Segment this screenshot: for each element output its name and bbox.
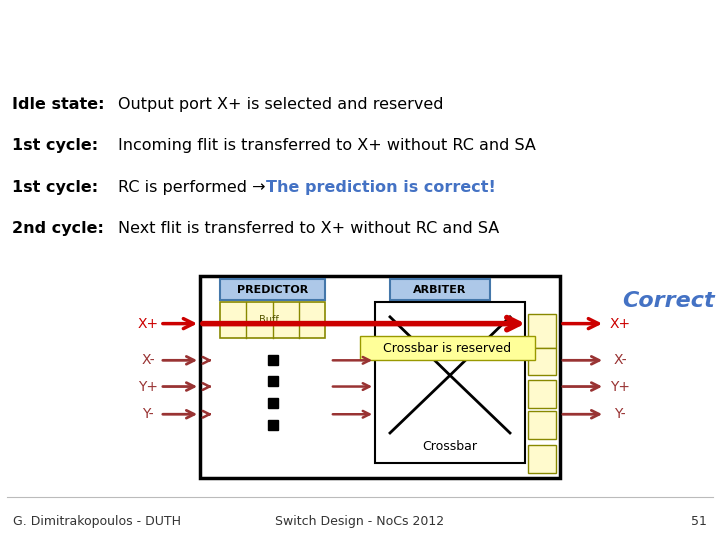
Text: 2nd cycle:: 2nd cycle: bbox=[12, 221, 104, 237]
Bar bbox=[390, 279, 490, 300]
Text: Y+: Y+ bbox=[610, 380, 630, 394]
Text: X-: X- bbox=[613, 353, 627, 367]
Text: G. Dimitrakopoulos - DUTH: G. Dimitrakopoulos - DUTH bbox=[13, 515, 181, 528]
Text: ARBITER: ARBITER bbox=[413, 285, 467, 295]
Text: Y-: Y- bbox=[142, 407, 154, 421]
Bar bbox=[528, 380, 556, 408]
Bar bbox=[375, 302, 525, 463]
Text: Y+: Y+ bbox=[138, 380, 158, 394]
Text: X+: X+ bbox=[138, 316, 158, 330]
Bar bbox=[528, 348, 556, 375]
Text: Next flit is transferred to X+ without RC and SA: Next flit is transferred to X+ without R… bbox=[118, 221, 499, 237]
Text: Prediction-based ST: Hit: Prediction-based ST: Hit bbox=[13, 25, 392, 52]
Bar bbox=[220, 279, 325, 300]
Text: Y-: Y- bbox=[614, 407, 626, 421]
Text: RC is performed →: RC is performed → bbox=[118, 180, 271, 195]
Text: X+: X+ bbox=[609, 316, 631, 330]
Text: Switch Design - NoCs 2012: Switch Design - NoCs 2012 bbox=[276, 515, 444, 528]
Text: 1st cycle:: 1st cycle: bbox=[12, 138, 98, 153]
Text: Correct: Correct bbox=[622, 291, 715, 311]
Text: X-: X- bbox=[141, 353, 155, 367]
Bar bbox=[528, 445, 556, 472]
Text: The prediction is correct!: The prediction is correct! bbox=[266, 180, 496, 195]
Text: Crossbar: Crossbar bbox=[423, 440, 477, 453]
Bar bbox=[528, 411, 556, 439]
Text: Crossbar is reserved: Crossbar is reserved bbox=[384, 342, 512, 355]
Text: PREDICTOR: PREDICTOR bbox=[237, 285, 308, 295]
Text: 1st cycle:: 1st cycle: bbox=[12, 180, 98, 195]
Bar bbox=[360, 336, 535, 360]
Text: Output port X+ is selected and reserved: Output port X+ is selected and reserved bbox=[118, 97, 444, 112]
Text: Incoming flit is transferred to X+ without RC and SA: Incoming flit is transferred to X+ witho… bbox=[118, 138, 536, 153]
Bar bbox=[528, 314, 556, 348]
Bar bbox=[220, 302, 325, 338]
Bar bbox=[200, 276, 560, 478]
Text: Idle state:: Idle state: bbox=[12, 97, 104, 112]
Text: 51: 51 bbox=[691, 515, 707, 528]
Text: Buff...: Buff... bbox=[258, 315, 287, 325]
